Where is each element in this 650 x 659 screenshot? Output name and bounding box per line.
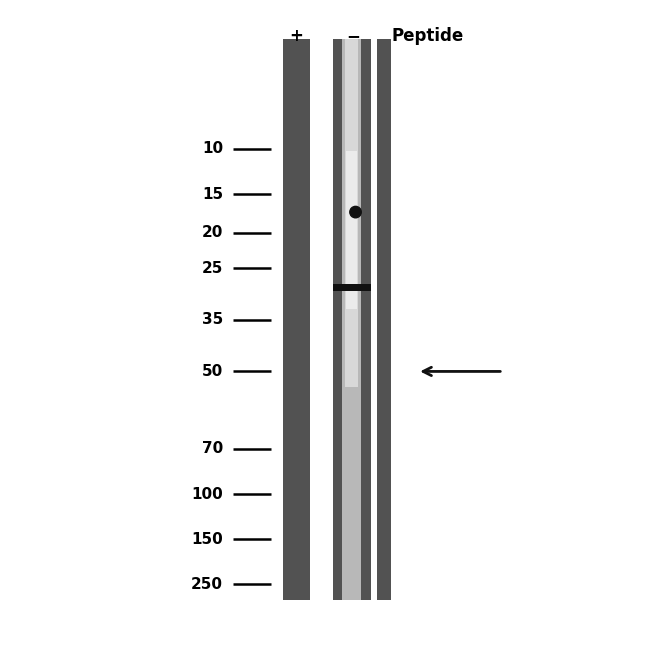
Bar <box>342 39 361 600</box>
Text: −: − <box>346 27 361 45</box>
Bar <box>283 39 310 600</box>
Text: 20: 20 <box>202 225 223 241</box>
Ellipse shape <box>350 206 361 218</box>
Text: 10: 10 <box>202 142 223 156</box>
Bar <box>376 39 391 600</box>
Text: 35: 35 <box>202 312 223 328</box>
Bar <box>333 285 370 291</box>
Text: +: + <box>289 27 304 45</box>
Text: Peptide: Peptide <box>392 27 464 45</box>
Text: 100: 100 <box>192 486 223 501</box>
Text: 25: 25 <box>202 261 223 275</box>
Bar <box>333 39 370 600</box>
Text: 15: 15 <box>202 186 223 202</box>
Text: 70: 70 <box>202 442 223 456</box>
Bar <box>345 39 358 387</box>
Bar <box>346 152 357 308</box>
Text: 50: 50 <box>202 364 223 379</box>
Text: 250: 250 <box>191 577 223 592</box>
Text: 150: 150 <box>192 532 223 547</box>
